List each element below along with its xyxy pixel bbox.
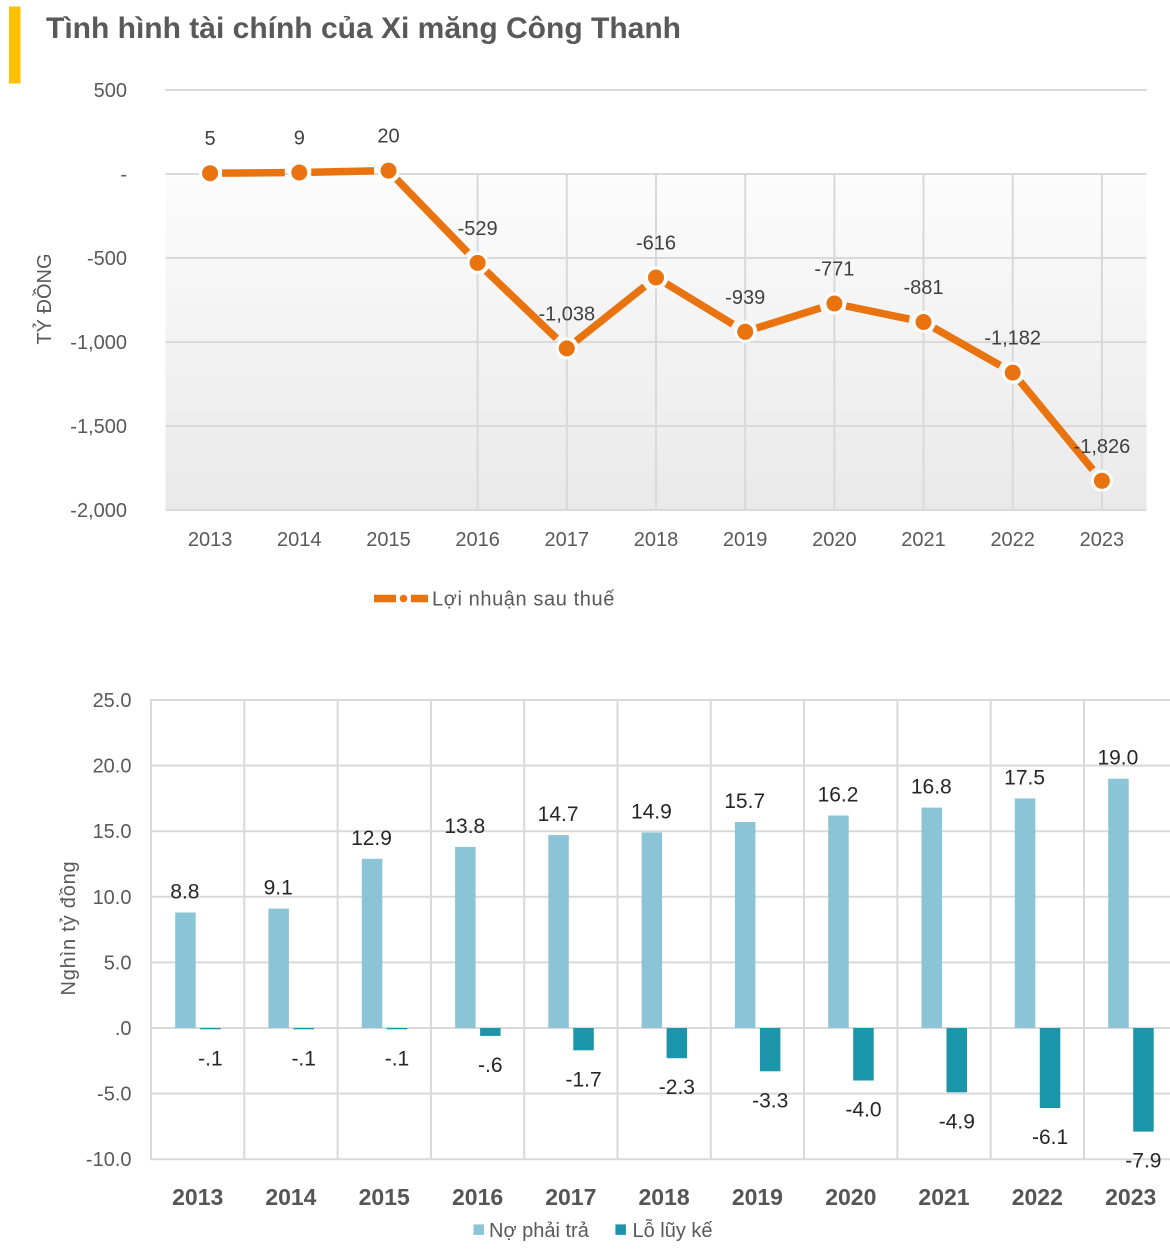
svg-text:2020: 2020 [825, 1184, 876, 1210]
svg-text:25.0: 25.0 [93, 690, 132, 712]
svg-text:-1,182: -1,182 [984, 328, 1041, 350]
svg-text:-1,038: -1,038 [538, 303, 595, 325]
svg-text:2021: 2021 [901, 529, 946, 551]
svg-text:-4.0: -4.0 [845, 1099, 881, 1122]
svg-text:2022: 2022 [990, 529, 1035, 551]
svg-text:9.1: 9.1 [264, 877, 293, 900]
svg-text:-5.0: -5.0 [97, 1084, 131, 1106]
svg-text:12.9: 12.9 [351, 827, 392, 850]
svg-text:14.9: 14.9 [631, 801, 672, 824]
svg-text:-.6: -.6 [478, 1054, 503, 1077]
svg-text:2014: 2014 [265, 1184, 316, 1210]
svg-text:Lợi nhuận sau thuế: Lợi nhuận sau thuế [432, 589, 615, 611]
svg-text:-771: -771 [814, 259, 854, 281]
svg-text:-2.3: -2.3 [659, 1076, 695, 1099]
svg-text:Tình hình tài chính của Xi măn: Tình hình tài chính của Xi măng Công Tha… [46, 12, 681, 45]
svg-text:-.1: -.1 [291, 1047, 316, 1070]
svg-text:5.0: 5.0 [104, 952, 132, 974]
svg-text:2018: 2018 [639, 1184, 690, 1210]
svg-text:Nợ phải trả: Nợ phải trả [489, 1220, 590, 1242]
svg-text:-1,000: -1,000 [70, 332, 127, 354]
svg-text:-616: -616 [636, 233, 676, 255]
svg-text:16.8: 16.8 [911, 776, 952, 799]
svg-text:2017: 2017 [545, 1184, 596, 1210]
svg-text:-.1: -.1 [198, 1047, 223, 1070]
svg-text:20.0: 20.0 [93, 756, 132, 778]
svg-text:-1,500: -1,500 [70, 416, 127, 438]
svg-text:2015: 2015 [359, 1184, 410, 1210]
svg-text:2016: 2016 [452, 1184, 503, 1210]
svg-text:2013: 2013 [188, 529, 233, 551]
svg-text:16.2: 16.2 [818, 784, 859, 807]
svg-text:Lỗ lũy kế: Lỗ lũy kế [633, 1219, 713, 1242]
svg-text:-939: -939 [725, 287, 765, 309]
svg-text:2016: 2016 [455, 529, 500, 551]
svg-text:-10.0: -10.0 [86, 1149, 132, 1171]
svg-text:2018: 2018 [634, 529, 679, 551]
svg-text:15.0: 15.0 [93, 821, 132, 843]
svg-text:15.7: 15.7 [724, 790, 765, 813]
svg-text:2023: 2023 [1105, 1184, 1156, 1210]
svg-text:13.8: 13.8 [444, 815, 485, 838]
svg-text:2017: 2017 [545, 529, 590, 551]
svg-text:.0: .0 [115, 1018, 132, 1040]
svg-text:9: 9 [294, 128, 305, 150]
svg-text:-2,000: -2,000 [70, 500, 127, 522]
svg-text:500: 500 [94, 80, 127, 102]
svg-text:10.0: 10.0 [93, 887, 132, 909]
svg-text:-7.9: -7.9 [1125, 1150, 1161, 1173]
svg-text:2021: 2021 [918, 1184, 969, 1210]
svg-text:2022: 2022 [1012, 1184, 1063, 1210]
svg-text:2015: 2015 [366, 529, 411, 551]
svg-text:14.7: 14.7 [538, 803, 579, 826]
svg-text:-3.3: -3.3 [752, 1089, 788, 1112]
svg-text:TỶ ĐỒNG: TỶ ĐỒNG [32, 253, 56, 344]
svg-text:-1,826: -1,826 [1074, 436, 1131, 458]
svg-text:8.8: 8.8 [170, 881, 199, 904]
svg-text:Nghìn tỷ đồng: Nghìn tỷ đồng [58, 861, 80, 996]
svg-text:2019: 2019 [732, 1184, 783, 1210]
svg-text:17.5: 17.5 [1004, 766, 1045, 789]
svg-text:2014: 2014 [277, 529, 322, 551]
svg-text:-6.1: -6.1 [1032, 1126, 1068, 1149]
svg-text:2019: 2019 [723, 529, 768, 551]
svg-text:5: 5 [205, 128, 216, 150]
svg-text:-1.7: -1.7 [566, 1068, 602, 1091]
svg-text:19.0: 19.0 [1097, 747, 1138, 770]
svg-text:-500: -500 [87, 248, 127, 270]
svg-text:2013: 2013 [172, 1184, 223, 1210]
svg-text:2023: 2023 [1080, 529, 1125, 551]
svg-text:-881: -881 [903, 277, 943, 299]
svg-text:-: - [120, 164, 127, 186]
svg-text:2020: 2020 [812, 529, 857, 551]
svg-text:-529: -529 [458, 218, 498, 240]
svg-text:-.1: -.1 [385, 1047, 410, 1070]
svg-text:-4.9: -4.9 [939, 1110, 975, 1133]
svg-text:20: 20 [377, 126, 399, 148]
